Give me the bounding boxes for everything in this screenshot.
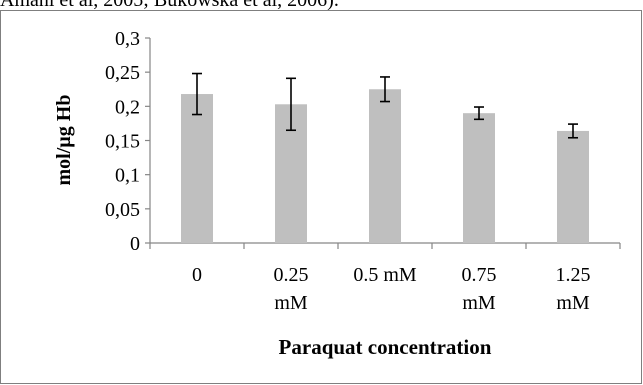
bar (463, 113, 495, 244)
bar (181, 94, 213, 244)
y-tick-label: 0 (130, 233, 140, 255)
chart-frame (0, 10, 642, 384)
error-bar (380, 76, 390, 103)
error-bar (474, 106, 484, 121)
y-tick-label: 0,1 (115, 165, 140, 187)
x-tick-label: 0.5 mM (353, 264, 417, 286)
cut-off-caption-text: Amani et al, 2005; Bukowska et al, 2006)… (0, 0, 339, 11)
x-tick-label: 1.25 (556, 264, 591, 286)
y-axis-title: mol/µg Hb (53, 95, 75, 186)
x-tick-label: mM (274, 292, 308, 314)
y-tick-label: 0,3 (115, 28, 140, 50)
bar (557, 130, 589, 243)
x-tick-label: 0.75 (462, 264, 497, 286)
y-tick-label: 0,15 (105, 131, 140, 153)
x-tick-label: 0 (192, 264, 202, 286)
error-bar (286, 77, 296, 132)
y-tick-label: 0,05 (105, 199, 140, 221)
error-bar (192, 72, 202, 116)
y-tick-label: 0,25 (105, 62, 140, 84)
y-tick-label: 0,2 (115, 96, 140, 118)
x-tick-label: mM (556, 292, 590, 314)
x-axis-title: Paraquat concentration (279, 335, 492, 359)
error-bar (568, 123, 578, 139)
x-tick-label: 0.25 (274, 264, 309, 286)
x-tick-label: mM (462, 292, 496, 314)
bar (369, 89, 401, 243)
